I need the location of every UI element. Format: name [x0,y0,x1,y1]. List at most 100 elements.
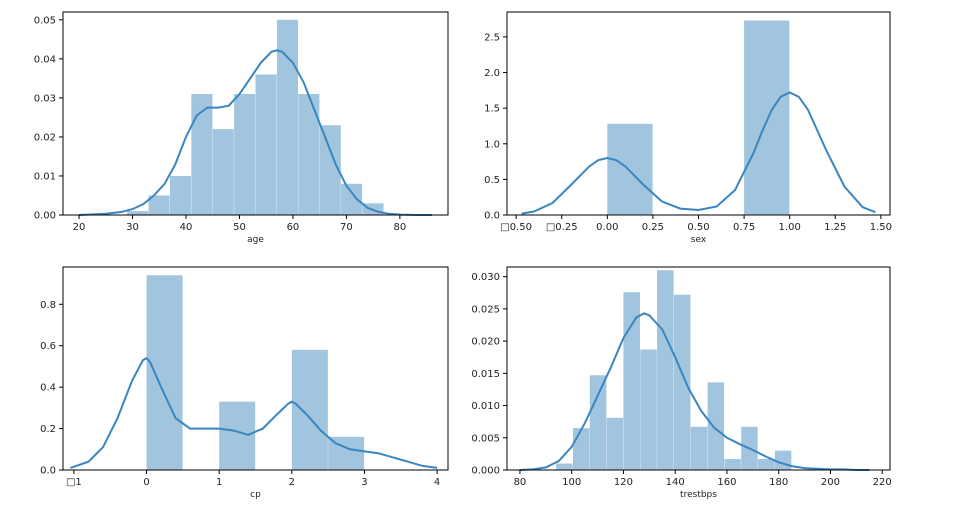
x-tick-label-sex: 0.50 [687,222,709,233]
histogram-bar-trestbps-10 [724,459,741,470]
x-tick-label-trestbps: 120 [614,477,633,488]
x-tick-label-sex: 0.00 [596,222,618,233]
histogram-bar-trestbps-0 [556,463,573,470]
x-tick-label-cp: 3 [361,477,367,488]
x-tick-label-trestbps: 80 [514,477,527,488]
kde-line-age [78,49,432,216]
x-tick-label-sex: □0.50 [500,222,532,233]
x-axis-label-trestbps: trestbps [680,490,717,500]
x-tick-label-cp: 1 [216,477,222,488]
x-axis-label-age: age [247,235,264,245]
y-tick-label-age: 0.00 [34,211,56,222]
x-tick-label-trestbps: 220 [873,477,892,488]
y-tick-label-cp: 0.8 [40,300,56,311]
x-tick-label-sex: 0.25 [642,222,664,233]
y-tick-label-age: 0.03 [34,93,56,104]
histogram-bar-trestbps-9 [707,382,725,470]
histogram-bar-age-4 [212,129,234,215]
x-tick-label-cp: □1 [66,477,82,488]
y-tick-label-age: 0.01 [34,171,56,182]
y-tick-label-trestbps: 0.025 [471,304,500,315]
y-tick-label-age: 0.04 [34,54,56,65]
kde-line-cp [69,356,438,469]
histogram-bar-age-1 [148,195,170,215]
axes-frame-age [62,11,449,216]
x-tick-label-trestbps: 200 [821,477,840,488]
histogram-bar-trestbps-2 [589,375,607,470]
x-tick-label-age: 20 [73,222,86,233]
histogram-bar-trestbps-8 [690,426,708,470]
kde-line-trestbps [519,312,870,471]
x-tick-label-sex: □0.25 [546,222,578,233]
histogram-bar-sex-3 [744,20,790,216]
y-tick-label-trestbps: 0.030 [471,272,500,283]
x-tick-label-age: 50 [233,222,246,233]
histogram-bar-trestbps-4 [623,292,640,470]
y-tick-label-sex: 1.0 [484,139,500,150]
y-tick-label-cp: 0.0 [40,466,56,477]
histogram-bar-trestbps-3 [606,417,624,470]
histogram-bar-trestbps-12 [758,459,775,470]
histogram-bar-trestbps-13 [774,450,792,470]
x-tick-label-age: 40 [180,222,193,233]
x-axis-label-cp: cp [250,490,261,500]
histogram-bar-cp-2 [219,401,256,470]
x-axis-label-sex: sex [691,235,707,245]
y-tick-label-cp: 0.2 [40,424,56,435]
x-tick-label-cp: 0 [143,477,149,488]
histogram-bar-age-5 [234,93,256,215]
histogram-bar-trestbps-1 [572,428,590,470]
y-tick-label-cp: 0.4 [40,383,56,394]
kde-line-sex [521,91,876,215]
histogram-bar-trestbps-5 [640,349,657,470]
y-tick-label-trestbps: 0.015 [471,369,500,380]
x-tick-label-sex: 0.75 [733,222,755,233]
y-tick-label-trestbps: 0.000 [471,466,500,477]
x-tick-label-trestbps: 140 [666,477,685,488]
axes-frame-sex [506,11,891,216]
subplot-sex: □0.50 □0.25 0.00 0.25 0.50 0.75 1.00 1.25 1.50 0.… [484,11,892,245]
histogram-bar-cp-0 [146,275,183,470]
y-tick-label-age: 0.02 [34,132,56,143]
histogram-bar-age-0 [127,211,149,215]
subplot-age: 20 30 40 50 60 70 80 0.00 0.01 0.02 0.03 0.04 0.05 ag… [34,11,449,245]
y-tick-label-sex: 0.0 [484,211,500,222]
x-tick-label-cp: 4 [434,477,440,488]
histogram-bar-age-3 [191,93,213,215]
y-tick-label-trestbps: 0.010 [471,401,500,412]
histogram-bar-age-9 [319,125,341,215]
histogram-bar-age-8 [298,93,320,215]
x-tick-label-age: 70 [340,222,353,233]
axes-frame-trestbps [506,266,891,471]
y-tick-label-sex: 0.5 [484,175,500,186]
x-tick-label-sex: 1.25 [824,222,846,233]
histogram-bar-sex-0 [607,123,653,215]
y-tick-label-cp: 0.6 [40,341,56,352]
histogram-bar-age-10 [341,183,363,215]
axes-frame-cp [62,266,449,471]
histogram-bar-age-7 [276,19,298,215]
x-tick-label-cp: 2 [289,477,295,488]
x-tick-label-age: 30 [126,222,139,233]
x-tick-label-trestbps: 100 [562,477,581,488]
subplot-trestbps: 80 100 120 140 160 180 200 220 0.000 0.005 0.010 0.… [471,266,892,500]
histogram-bar-age-6 [255,74,277,215]
x-tick-label-sex: 1.50 [870,222,892,233]
y-tick-label-trestbps: 0.005 [471,433,500,444]
subplot-cp: □1 0 1 2 3 4 0.0 0.2 0.4 0.6 0.8 cp [40,266,449,500]
histogram-bar-trestbps-7 [673,294,691,470]
y-tick-label-age: 0.05 [34,15,56,26]
x-tick-label-age: 80 [394,222,407,233]
y-tick-label-sex: 1.5 [484,104,500,115]
y-tick-label-sex: 2.0 [484,68,500,79]
y-tick-label-trestbps: 0.020 [471,337,500,348]
x-tick-label-sex: 1.00 [779,222,801,233]
histogram-bar-cp-4 [291,349,328,470]
histogram-bar-age-2 [169,175,192,215]
x-tick-label-age: 60 [287,222,300,233]
x-tick-label-trestbps: 180 [769,477,788,488]
y-tick-label-sex: 2.5 [484,32,500,43]
x-tick-label-trestbps: 160 [717,477,736,488]
histogram-bar-trestbps-6 [657,270,674,470]
